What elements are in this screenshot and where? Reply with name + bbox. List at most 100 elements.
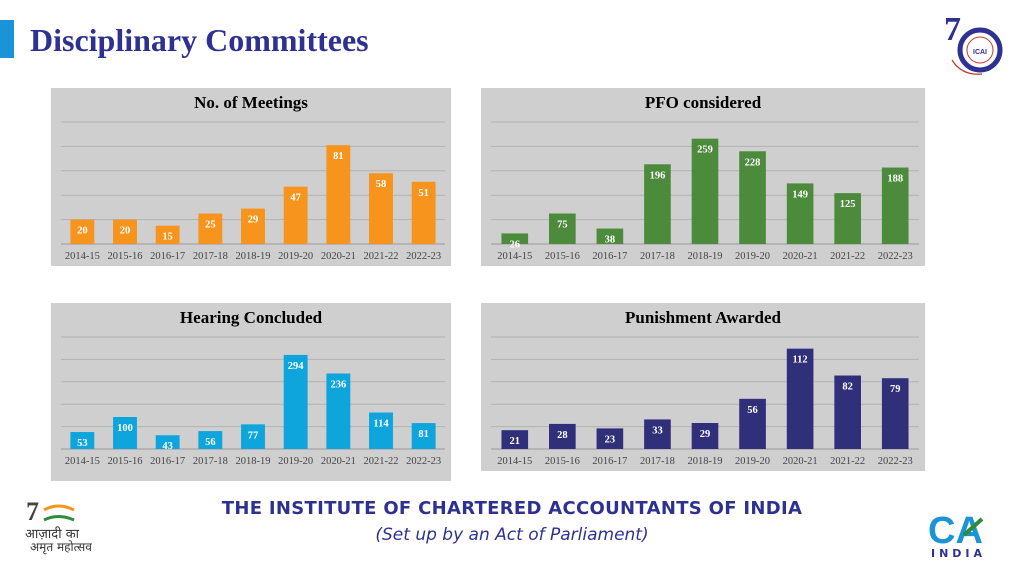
x-tick-label: 2020-21	[783, 251, 818, 262]
data-label: 51	[418, 188, 429, 199]
data-label: 25	[205, 220, 216, 231]
chart-punishment: Punishment Awarded 21 2014-15 28 2015-16 23 2…	[481, 303, 925, 471]
data-label: 81	[333, 151, 344, 162]
x-tick-label: 2021-22	[364, 456, 399, 467]
bar-2014-15	[70, 219, 95, 244]
bar-2020-21	[326, 145, 351, 244]
data-label: 20	[77, 226, 88, 237]
bar-2015-16	[113, 417, 137, 449]
data-label: 196	[650, 170, 666, 181]
bar-2022-23	[411, 423, 436, 449]
x-tick-label: 2017-18	[193, 456, 228, 467]
data-label: 56	[747, 405, 758, 416]
svg-text:7: 7	[944, 11, 961, 48]
x-tick-label: 2017-18	[640, 251, 675, 262]
x-tick-label: 2016-17	[592, 251, 627, 262]
footer-subtitle: (Set up by an Act of Parliament)	[375, 525, 649, 545]
x-tick-label: 2021-22	[830, 251, 865, 262]
bar-2018-19	[241, 208, 265, 244]
ca-logo-text: CA	[928, 510, 983, 552]
x-tick-label: 2016-17	[150, 251, 185, 262]
chart-meetings: No. of Meetings 20 2014-15 20 2015-16 15 2016…	[51, 88, 451, 266]
svg-text:7: 7	[26, 497, 39, 526]
x-tick-label: 2018-19	[688, 456, 723, 467]
bar-2016-17	[155, 225, 180, 244]
x-tick-label: 2019-20	[278, 251, 313, 262]
x-tick-label: 2018-19	[236, 456, 271, 467]
bar-2021-22	[834, 193, 861, 244]
azadi-text-line2: अमृत महोत्सव	[30, 540, 92, 554]
chart-title: Hearing Concluded	[179, 308, 323, 327]
data-label: 28	[557, 430, 568, 441]
bar-2022-23	[881, 167, 909, 244]
bar-2021-22	[369, 173, 393, 244]
x-tick-label: 2018-19	[688, 251, 723, 262]
data-label: 53	[77, 438, 88, 449]
bar-2019-20	[283, 354, 308, 449]
bar-2019-20	[739, 151, 766, 244]
bar-2016-17	[596, 428, 624, 449]
x-tick-label: 2015-16	[108, 456, 143, 467]
chart-title: No. of Meetings	[194, 93, 308, 112]
azadi-ka-amrit-mahotsav-logo: 7	[26, 497, 75, 526]
x-tick-label: 2019-20	[735, 251, 770, 262]
x-tick-label: 2018-19	[236, 251, 271, 262]
bar-2021-22	[369, 412, 393, 449]
bar-2020-21	[786, 183, 814, 244]
data-label: 294	[288, 361, 305, 372]
x-tick-label: 2020-21	[321, 251, 356, 262]
data-label: 21	[510, 436, 521, 447]
bar-2017-18	[198, 431, 223, 449]
page-title: Disciplinary Committees	[30, 22, 369, 58]
title-accent-bar	[0, 20, 14, 58]
x-tick-label: 2022-23	[878, 456, 913, 467]
data-label: 81	[418, 429, 429, 440]
data-label: 114	[373, 419, 389, 430]
data-label: 26	[510, 239, 521, 250]
bar-2022-23	[881, 378, 909, 449]
bar-2020-21	[786, 348, 814, 449]
data-label: 236	[330, 379, 346, 390]
data-label: 23	[605, 434, 616, 445]
data-label: 79	[890, 384, 901, 395]
bar-2019-20	[283, 186, 308, 244]
data-label: 82	[842, 382, 853, 393]
ca-india-logo: CA	[928, 510, 984, 552]
data-label: 125	[840, 199, 856, 210]
bar-2018-19	[691, 423, 719, 449]
bar-2014-15	[70, 432, 95, 449]
bar-2016-17	[596, 228, 624, 244]
data-label: 15	[162, 232, 173, 243]
bar-2018-19	[241, 424, 265, 449]
x-tick-label: 2014-15	[65, 251, 100, 262]
x-tick-label: 2014-15	[65, 456, 100, 467]
data-label: 56	[205, 437, 216, 448]
chart-title: Punishment Awarded	[624, 308, 781, 327]
ca-india-text: INDIA	[931, 547, 987, 560]
data-label: 43	[162, 441, 173, 452]
data-label: 58	[376, 179, 387, 190]
bar-2020-21	[326, 373, 351, 449]
azadi-text-line1: आज़ादी का	[25, 527, 80, 542]
chart-svg: 21 2014-15 28 2015-16 23 2016-17 33 2017-18 29 20…	[491, 336, 919, 467]
bar-2017-18	[644, 164, 671, 244]
data-label: 149	[792, 189, 808, 200]
x-tick-label: 2020-21	[783, 456, 818, 467]
data-label: 47	[290, 193, 301, 204]
bar-2018-19	[691, 138, 719, 244]
x-tick-label: 2014-15	[497, 251, 532, 262]
bar-2021-22	[834, 375, 861, 449]
bar-2019-20	[739, 398, 766, 449]
x-tick-label: 2016-17	[150, 456, 185, 467]
x-tick-label: 2021-22	[830, 456, 865, 467]
data-label: 20	[120, 226, 131, 237]
chart-hearing: Hearing Concluded 53 2014-15 100 2015-16 43 2…	[51, 303, 451, 481]
data-label: 29	[700, 429, 711, 440]
chart-svg: 53 2014-15 100 2015-16 43 2016-17 56 2017-18 77 2…	[61, 336, 445, 467]
footer-institute-name: THE INSTITUTE OF CHARTERED ACCOUNTANTS O…	[221, 498, 803, 519]
bar-2016-17	[155, 435, 180, 449]
chart-title: PFO considered	[644, 93, 762, 112]
data-label: 228	[745, 157, 761, 168]
bar-2017-18	[644, 419, 671, 449]
